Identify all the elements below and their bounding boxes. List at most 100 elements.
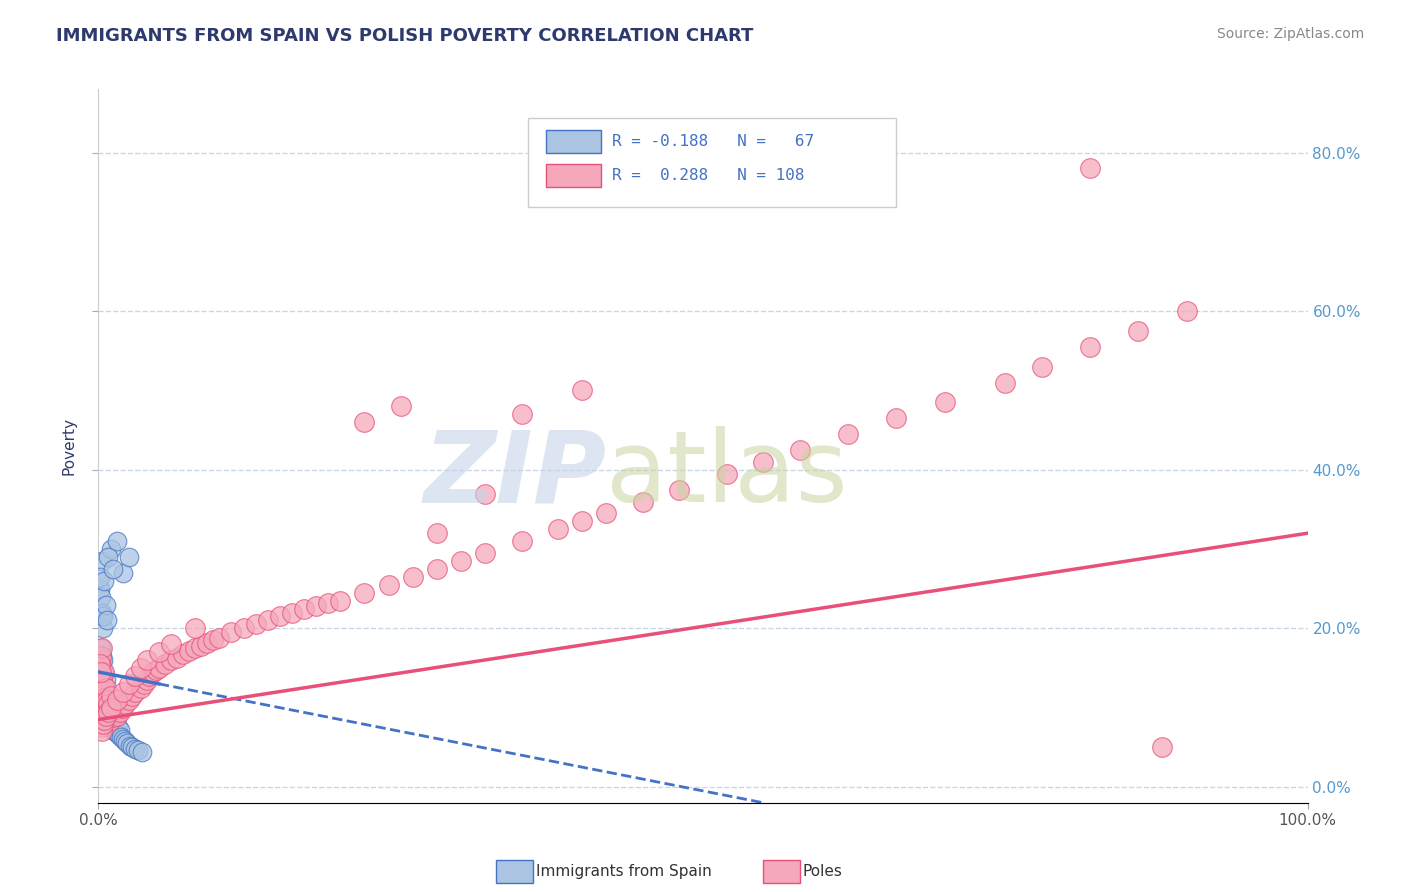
Point	[389, 400, 412, 414]
Point	[153, 657, 176, 671]
Point	[179, 643, 201, 657]
Y-axis label: Poverty: Poverty	[62, 417, 77, 475]
Point	[97, 549, 120, 564]
Point	[90, 697, 112, 711]
Point	[91, 657, 114, 671]
Point	[474, 546, 496, 560]
Point	[97, 697, 120, 711]
FancyBboxPatch shape	[546, 130, 602, 153]
Point	[668, 483, 690, 497]
Point	[91, 677, 114, 691]
Point	[134, 677, 156, 691]
Point	[108, 723, 131, 737]
Point	[90, 685, 112, 699]
Point	[142, 665, 165, 679]
Point	[91, 653, 114, 667]
Point	[886, 411, 908, 425]
Text: R = -0.188   N =   67: R = -0.188 N = 67	[613, 134, 814, 149]
Point	[89, 692, 111, 706]
Point	[547, 522, 569, 536]
Point	[91, 554, 114, 568]
Point	[127, 743, 149, 757]
Point	[131, 745, 153, 759]
Point	[1078, 161, 1101, 176]
Point	[232, 621, 254, 635]
Point	[93, 705, 115, 719]
Point	[117, 736, 139, 750]
Point	[129, 661, 152, 675]
Point	[93, 677, 115, 691]
Point	[105, 692, 128, 706]
Point	[94, 708, 117, 723]
Point	[281, 606, 304, 620]
Point	[93, 574, 115, 588]
Point	[166, 650, 188, 665]
Point	[595, 507, 617, 521]
Point	[91, 706, 114, 721]
Point	[94, 697, 117, 711]
Point	[93, 689, 115, 703]
Point	[89, 665, 111, 679]
Point	[91, 700, 114, 714]
Point	[96, 689, 118, 703]
Point	[100, 542, 122, 557]
Point	[96, 692, 118, 706]
Point	[97, 713, 120, 727]
Point	[90, 649, 112, 664]
Point	[160, 637, 183, 651]
Point	[510, 534, 533, 549]
Point	[108, 728, 131, 742]
Point	[90, 708, 112, 723]
Point	[1152, 740, 1174, 755]
Point	[100, 705, 122, 719]
Point	[100, 713, 122, 727]
Point	[90, 685, 112, 699]
Point	[91, 713, 114, 727]
Point	[752, 455, 775, 469]
Point	[190, 639, 212, 653]
Point	[292, 601, 315, 615]
Point	[91, 609, 114, 624]
Point	[195, 635, 218, 649]
Point	[97, 691, 120, 706]
Point	[256, 614, 278, 628]
Point	[114, 697, 136, 711]
Point	[789, 442, 811, 457]
Point	[94, 705, 117, 719]
Point	[101, 723, 124, 737]
Point	[135, 653, 157, 667]
Point	[118, 677, 141, 691]
Point	[91, 716, 114, 731]
Point	[94, 598, 117, 612]
Point	[631, 494, 654, 508]
Point	[402, 570, 425, 584]
Point	[426, 526, 449, 541]
Point	[118, 692, 141, 706]
Point	[98, 706, 121, 721]
Point	[129, 681, 152, 695]
Point	[111, 566, 134, 580]
Point	[269, 609, 291, 624]
Point	[1031, 359, 1053, 374]
Point	[89, 657, 111, 671]
Point	[111, 685, 134, 699]
Point	[97, 710, 120, 724]
Point	[94, 708, 117, 723]
Point	[184, 621, 207, 635]
Point	[97, 705, 120, 719]
Point	[1078, 340, 1101, 354]
Point	[107, 702, 129, 716]
Point	[105, 534, 128, 549]
Point	[245, 617, 267, 632]
Point	[93, 710, 115, 724]
Point	[121, 689, 143, 703]
Point	[91, 677, 114, 691]
Point	[91, 606, 114, 620]
Text: Poles: Poles	[803, 864, 842, 879]
Point	[104, 714, 127, 729]
Point	[91, 649, 114, 664]
Point	[91, 621, 114, 635]
Text: Source: ZipAtlas.com: Source: ZipAtlas.com	[1216, 27, 1364, 41]
Point	[100, 689, 122, 703]
Point	[89, 570, 111, 584]
